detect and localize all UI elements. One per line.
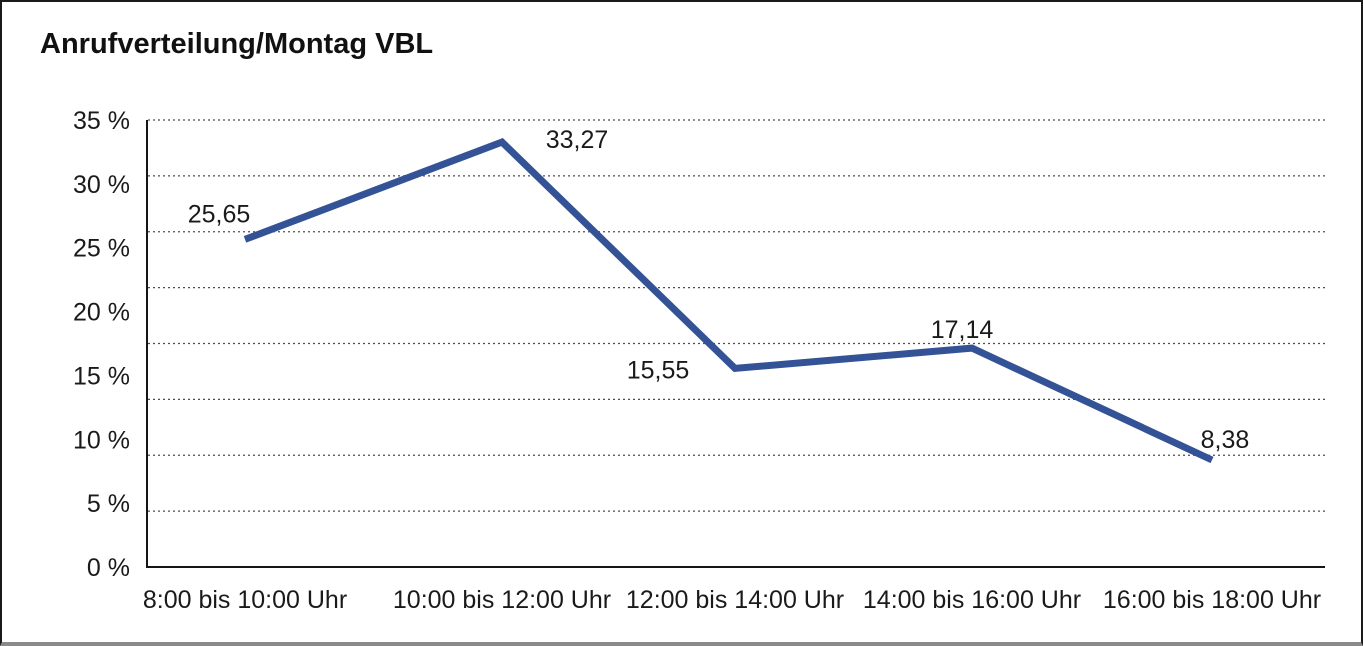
- y-tick-label: 20 %: [73, 299, 130, 327]
- y-tick-label: 35 %: [73, 107, 130, 135]
- chart-title: Anrufverteilung/Montag VBL: [40, 28, 434, 60]
- data-point-label: 8,38: [1201, 426, 1250, 454]
- x-category-label: 10:00 bis 12:00 Uhr: [393, 586, 611, 614]
- x-category-label: 8:00 bis 10:00 Uhr: [143, 586, 347, 614]
- y-tick-label: 10 %: [73, 426, 130, 454]
- data-point-label: 17,14: [931, 316, 994, 344]
- y-tick-label: 15 %: [73, 362, 130, 390]
- data-point-label: 33,27: [546, 126, 609, 154]
- y-tick-label: 30 %: [73, 171, 130, 199]
- data-point-label: 15,55: [627, 356, 690, 384]
- x-category-label: 16:00 bis 18:00 Uhr: [1103, 586, 1321, 614]
- y-tick-label: 5 %: [87, 490, 130, 518]
- data-point-label: 25,65: [188, 200, 251, 228]
- data-series-line: [243, 138, 1214, 464]
- y-tick-label: 25 %: [73, 235, 130, 263]
- x-category-label: 12:00 bis 14:00 Uhr: [626, 586, 844, 614]
- y-tick-label: 0 %: [87, 554, 130, 582]
- x-category-label: 14:00 bis 16:00 Uhr: [863, 586, 1081, 614]
